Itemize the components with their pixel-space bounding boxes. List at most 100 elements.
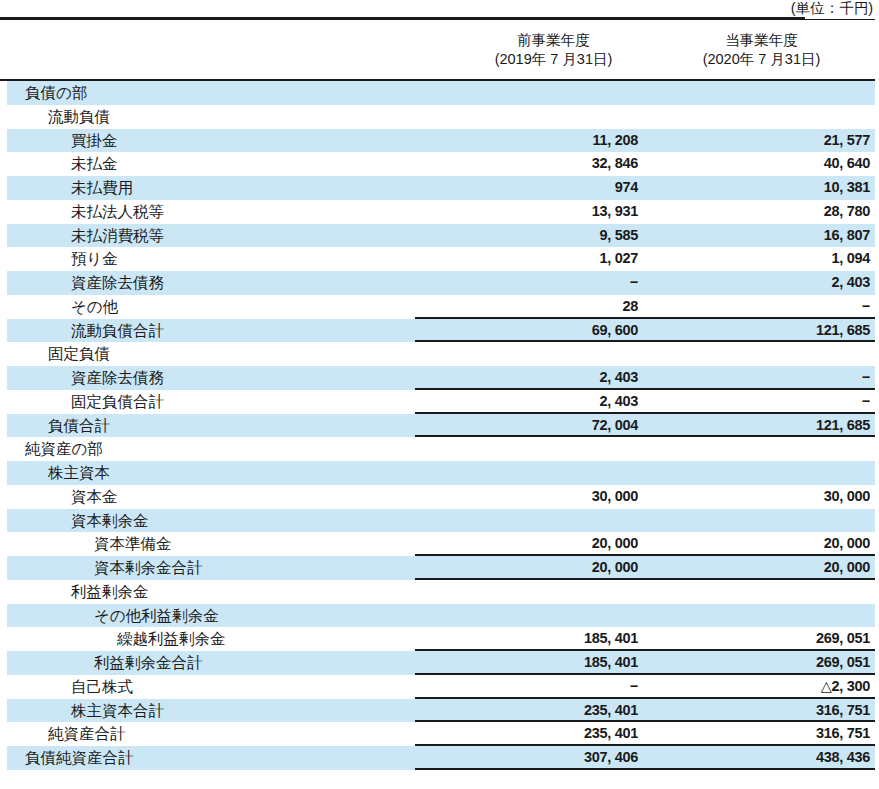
row-label: 利益剰余金 [7,580,415,604]
value-previous-year: − [415,675,648,699]
row-label: 買掛金 [7,129,415,153]
row-label: 固定負債 [7,342,415,366]
table-row: 資産除去債務 2, 403 − [7,366,875,390]
value-current-year [648,105,875,129]
value-current-year: 121, 685 [648,414,875,438]
value-previous-year: 72, 004 [415,414,648,438]
value-current-year: 316, 751 [648,722,875,746]
current-year-title: 当事業年度 [648,31,875,50]
value-current-year [648,580,875,604]
value-previous-year: 185, 401 [415,627,648,651]
value-previous-year: 1, 027 [415,247,648,271]
value-previous-year [415,81,648,105]
row-label: 未払法人税等 [7,200,415,224]
value-current-year: 269, 051 [648,651,875,675]
value-previous-year: 9, 585 [415,224,648,248]
value-previous-year: 235, 401 [415,699,648,723]
value-previous-year: 30, 000 [415,485,648,509]
value-current-year: 40, 640 [648,152,875,176]
row-label: 負債純資産合計 [7,746,415,770]
table-row: 利益剰余金 [7,580,875,604]
value-current-year: − [648,295,875,319]
row-label: 資産除去債務 [7,366,415,390]
value-previous-year: 11, 208 [415,129,648,153]
table-row: 未払法人税等 13, 931 28, 780 [7,200,875,224]
value-current-year: 30, 000 [648,485,875,509]
value-previous-year: 20, 000 [415,532,648,556]
value-previous-year [415,437,648,461]
table-row: 買掛金 11, 208 21, 577 [7,129,875,153]
row-label: 株主資本 [7,461,415,485]
value-previous-year: 69, 600 [415,319,648,343]
current-year-date: (2020年 7 月31日) [648,50,875,69]
top-rule-thick-segment [0,17,805,20]
table-row: 流動負債 [7,105,875,129]
value-current-year [648,437,875,461]
value-current-year: 1, 094 [648,247,875,271]
value-previous-year [415,105,648,129]
value-previous-year: − [415,271,648,295]
value-current-year: 28, 780 [648,200,875,224]
column-headers: 前事業年度 (2019年 7 月31日) 当事業年度 (2020年 7 月31日… [0,20,875,81]
value-previous-year: 185, 401 [415,651,648,675]
value-previous-year [415,342,648,366]
table-row: 負債純資産合計 307, 406 438, 436 [7,746,875,770]
unit-label: (単位：千円) [791,0,873,16]
row-label: 純資産合計 [7,722,415,746]
table-row: 未払費用 974 10, 381 [7,176,875,200]
table-row: その他利益剰余金 [7,604,875,628]
table-row: 負債の部 [7,81,875,105]
previous-year-date: (2019年 7 月31日) [437,50,670,69]
row-label: 資本準備金 [7,532,415,556]
row-label: 負債の部 [7,81,415,105]
row-label: 預り金 [7,247,415,271]
value-current-year [648,342,875,366]
value-previous-year: 28 [415,295,648,319]
row-label: 固定負債合計 [7,390,415,414]
row-label: その他 [7,295,415,319]
value-previous-year: 2, 403 [415,366,648,390]
value-current-year: 16, 807 [648,224,875,248]
table-row: 繰越利益剰余金 185, 401 269, 051 [7,627,875,651]
value-current-year [648,509,875,533]
table-row: 固定負債 [7,342,875,366]
value-previous-year: 974 [415,176,648,200]
value-current-year [648,604,875,628]
value-current-year: − [648,366,875,390]
value-current-year [648,81,875,105]
column-header-current-year: 当事業年度 (2020年 7 月31日) [648,31,875,69]
value-previous-year: 13, 931 [415,200,648,224]
value-previous-year [415,580,648,604]
value-previous-year [415,604,648,628]
row-label: 未払消費税等 [7,224,415,248]
balance-sheet-table: 負債の部 流動負債 買掛金 11, 208 21, 577 未払金 32, 84… [7,81,875,770]
table-row: 未払金 32, 846 40, 640 [7,152,875,176]
row-label: 資本剰余金 [7,509,415,533]
balance-sheet-page: (単位：千円) 前事業年度 (2019年 7 月31日) 当事業年度 (2020… [0,0,879,789]
table-row: 流動負債合計 69, 600 121, 685 [7,319,875,343]
row-label: 未払金 [7,152,415,176]
row-label: 流動負債合計 [7,319,415,343]
value-current-year: 269, 051 [648,627,875,651]
value-previous-year: 20, 000 [415,556,648,580]
value-current-year [648,461,875,485]
value-current-year: 438, 436 [648,746,875,770]
table-row: 資本剰余金 [7,509,875,533]
table-row: 未払消費税等 9, 585 16, 807 [7,224,875,248]
value-current-year: 21, 577 [648,129,875,153]
value-current-year: 20, 000 [648,556,875,580]
table-row: 純資産合計 235, 401 316, 751 [7,722,875,746]
previous-year-title: 前事業年度 [437,31,670,50]
column-header-previous-year: 前事業年度 (2019年 7 月31日) [415,31,648,69]
value-previous-year: 2, 403 [415,390,648,414]
row-label: 資産除去債務 [7,271,415,295]
row-label: 資本金 [7,485,415,509]
table-row: 固定負債合計 2, 403 − [7,390,875,414]
table-row: 資本金 30, 000 30, 000 [7,485,875,509]
table-row: 純資産の部 [7,437,875,461]
value-previous-year: 32, 846 [415,152,648,176]
row-label: 流動負債 [7,105,415,129]
table-row: 負債合計 72, 004 121, 685 [7,414,875,438]
table-row: 資産除去債務 − 2, 403 [7,271,875,295]
table-row: 預り金 1, 027 1, 094 [7,247,875,271]
